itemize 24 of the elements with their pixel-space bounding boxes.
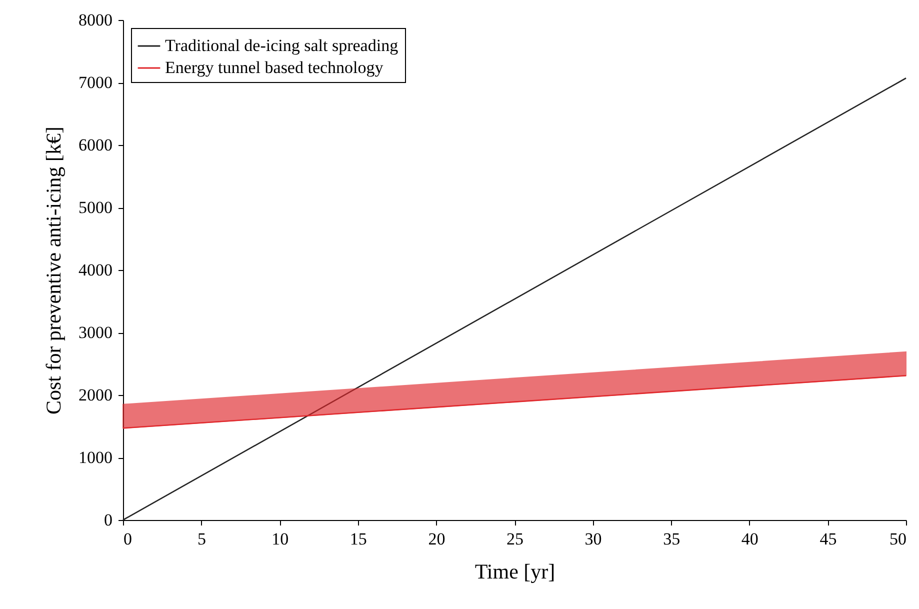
legend-label: Energy tunnel based technology	[165, 58, 384, 77]
x-tick-label: 50	[890, 530, 906, 548]
y-tick-label: 5000	[78, 198, 112, 217]
x-tick-label: 40	[741, 530, 758, 548]
y-tick-label: 1000	[78, 448, 112, 467]
x-tick-label: 0	[124, 530, 132, 548]
x-tick-label: 30	[584, 530, 602, 548]
y-tick-label: 3000	[78, 323, 112, 342]
y-tick-label: 7000	[78, 73, 112, 92]
y-tick-label: 4000	[78, 260, 112, 280]
x-tick-label: 35	[663, 530, 680, 548]
x-axis-title: Time [yr]	[474, 560, 556, 584]
y-tick-label: 6000	[78, 136, 112, 154]
x-tick-label: 10	[272, 530, 289, 548]
x-tick-label: 5	[198, 530, 206, 548]
x-tick-label: 45	[820, 530, 837, 548]
y-tick-label: 0	[104, 510, 112, 530]
x-tick-label: 25	[506, 530, 524, 548]
x-tick-label: 20	[428, 530, 446, 548]
y-axis-title: Cost for preventive anti-icing [k€]	[42, 126, 66, 415]
y-tick-label: 2000	[78, 386, 112, 404]
legend-label: Traditional de-icing salt spreading	[165, 36, 399, 55]
y-tick-label: 8000	[78, 10, 112, 30]
x-tick-label: 15	[350, 530, 367, 548]
